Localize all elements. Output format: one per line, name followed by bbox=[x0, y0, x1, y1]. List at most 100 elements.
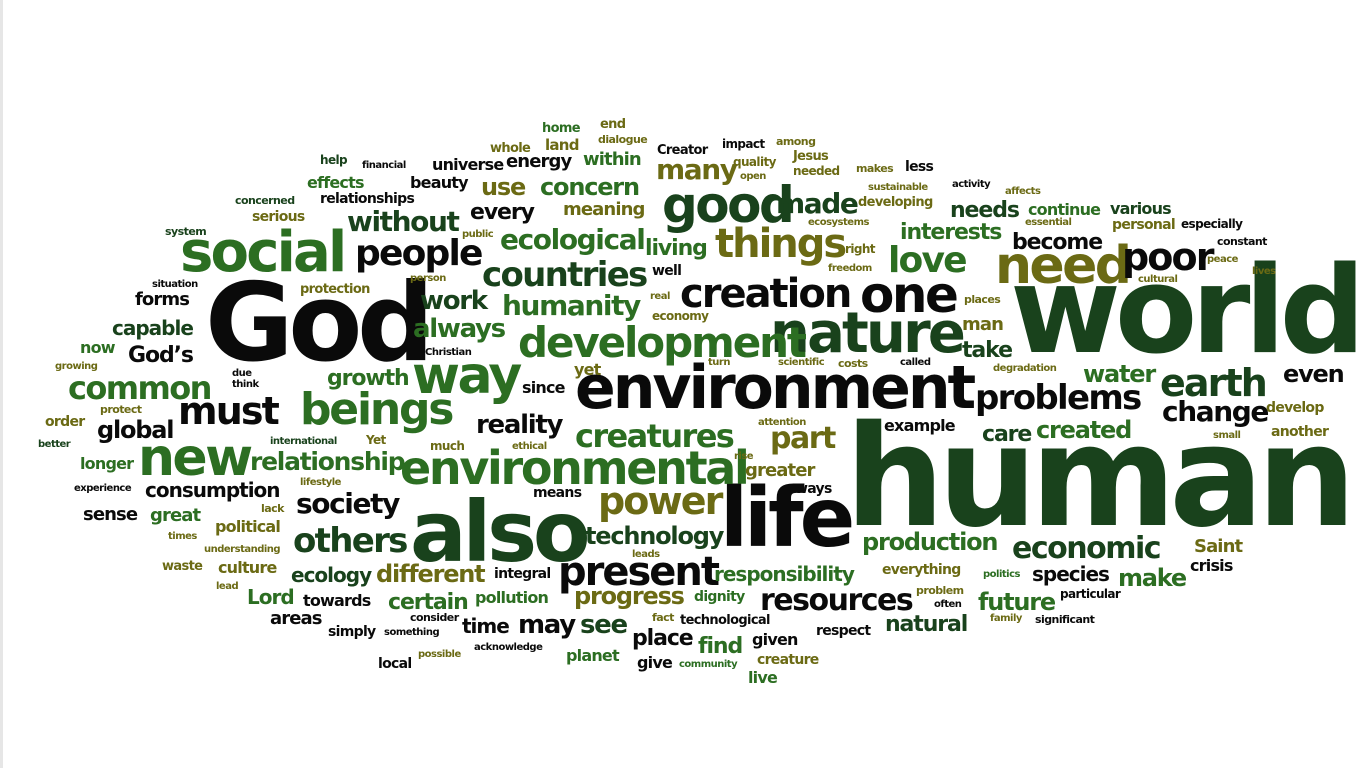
word-often: often bbox=[934, 599, 962, 610]
word-natural: natural bbox=[885, 612, 968, 637]
word-technological: technological bbox=[680, 613, 770, 628]
word-living: living bbox=[645, 236, 708, 261]
word-made: made bbox=[776, 187, 859, 220]
word-consider: consider bbox=[410, 611, 459, 624]
word-god: God bbox=[205, 261, 434, 386]
word-lead: lead bbox=[216, 581, 239, 592]
word-serious: serious bbox=[252, 209, 305, 225]
word-care: care bbox=[982, 422, 1032, 447]
word-meaning: meaning bbox=[563, 199, 645, 220]
word-integral: integral bbox=[494, 566, 551, 582]
word-turn: turn bbox=[708, 357, 730, 368]
word-use: use bbox=[481, 173, 526, 201]
word-develop: develop bbox=[1266, 400, 1324, 416]
word-even: even bbox=[1283, 360, 1345, 388]
word-degradation: degradation bbox=[993, 363, 1057, 374]
word-less: less bbox=[905, 159, 934, 175]
word-areas: areas bbox=[270, 608, 322, 629]
word-one: one bbox=[860, 266, 959, 324]
word-waste: waste bbox=[162, 559, 203, 574]
word-earth: earth bbox=[1160, 361, 1268, 405]
word-protection: protection bbox=[300, 282, 370, 297]
word-creatures: creatures bbox=[575, 417, 735, 455]
word-affects: affects bbox=[1005, 186, 1041, 197]
word-must: must bbox=[178, 389, 280, 433]
word-particular: particular bbox=[1060, 587, 1121, 601]
word-essential: essential bbox=[1025, 217, 1072, 228]
word-another: another bbox=[1271, 424, 1329, 440]
word-relationships: relationships bbox=[320, 191, 415, 207]
word-different: different bbox=[376, 560, 486, 588]
word-times: times bbox=[168, 531, 197, 542]
word-beauty: beauty bbox=[410, 173, 469, 192]
word-activity: activity bbox=[952, 179, 991, 190]
word-land: land bbox=[545, 136, 579, 154]
word-change: change bbox=[1162, 395, 1269, 428]
word-since: since bbox=[522, 378, 566, 397]
word-poor: poor bbox=[1122, 235, 1214, 279]
word-love: love bbox=[888, 240, 968, 281]
word-every: every bbox=[470, 200, 535, 225]
word-everything: everything bbox=[882, 562, 961, 578]
word-growing: growing bbox=[55, 361, 98, 372]
word-creation: creation bbox=[680, 271, 852, 317]
word-global: global bbox=[97, 416, 175, 444]
word-capable: capable bbox=[112, 316, 194, 340]
word-development: development bbox=[518, 318, 807, 367]
word-community: community bbox=[679, 659, 738, 670]
word-economic: economic bbox=[1012, 531, 1162, 566]
word-means: means bbox=[533, 485, 582, 501]
word-acknowledge: acknowledge bbox=[474, 642, 543, 653]
word-others: others bbox=[293, 521, 408, 561]
word-called: called bbox=[900, 357, 931, 368]
word-whole: whole bbox=[490, 141, 531, 156]
word-creature: creature bbox=[757, 652, 819, 668]
word-peace: peace bbox=[1207, 254, 1238, 265]
word-good: good bbox=[662, 176, 795, 234]
word-water: water bbox=[1083, 360, 1156, 388]
word-yet: yet bbox=[574, 360, 601, 379]
word-towards: towards bbox=[303, 591, 371, 610]
word-interests: interests bbox=[900, 220, 1002, 245]
word-creator: Creator bbox=[657, 143, 708, 158]
word-find: find bbox=[698, 634, 743, 659]
word-order: order bbox=[45, 414, 85, 430]
word-dignity: dignity bbox=[694, 589, 745, 605]
word-many: many bbox=[656, 153, 738, 186]
word-need: need bbox=[995, 236, 1132, 296]
word-planet: planet bbox=[566, 646, 620, 665]
word-needed: needed bbox=[793, 164, 840, 178]
word-man: man bbox=[962, 314, 1004, 335]
word-right: right bbox=[845, 242, 876, 256]
word-may: may bbox=[518, 610, 576, 640]
word-culture: culture bbox=[218, 558, 277, 577]
word-better: better bbox=[38, 439, 71, 450]
word-concerned: concerned bbox=[235, 194, 295, 207]
word-jesus: Jesus bbox=[793, 149, 829, 164]
word-help: help bbox=[320, 153, 348, 167]
word-constant: constant bbox=[1217, 235, 1267, 248]
word-give: give bbox=[637, 653, 673, 672]
word-needs: needs bbox=[950, 198, 1020, 223]
word-now: now bbox=[80, 338, 116, 357]
word-present: present bbox=[558, 549, 720, 595]
word-situation: situation bbox=[152, 279, 198, 290]
word-power: power bbox=[598, 479, 723, 523]
word-family: family bbox=[990, 613, 1022, 624]
word-fact: fact bbox=[652, 611, 674, 624]
word-something: something bbox=[384, 627, 440, 638]
word-local: local bbox=[378, 656, 412, 672]
word-simply: simply bbox=[328, 624, 376, 640]
word-forms: forms bbox=[135, 289, 190, 310]
word-christian: Christian bbox=[425, 347, 472, 358]
word-ethical: ethical bbox=[512, 441, 547, 452]
word-progress: progress bbox=[574, 582, 685, 610]
word-responsibility: responsibility bbox=[714, 562, 855, 586]
word-also: also bbox=[410, 483, 591, 581]
word-life: life bbox=[720, 471, 855, 566]
word-open: open bbox=[740, 171, 766, 182]
word-attention: attention bbox=[758, 417, 806, 428]
word-work: work bbox=[420, 286, 488, 316]
word-concern: concern bbox=[540, 173, 640, 201]
word-example: example bbox=[884, 416, 956, 435]
